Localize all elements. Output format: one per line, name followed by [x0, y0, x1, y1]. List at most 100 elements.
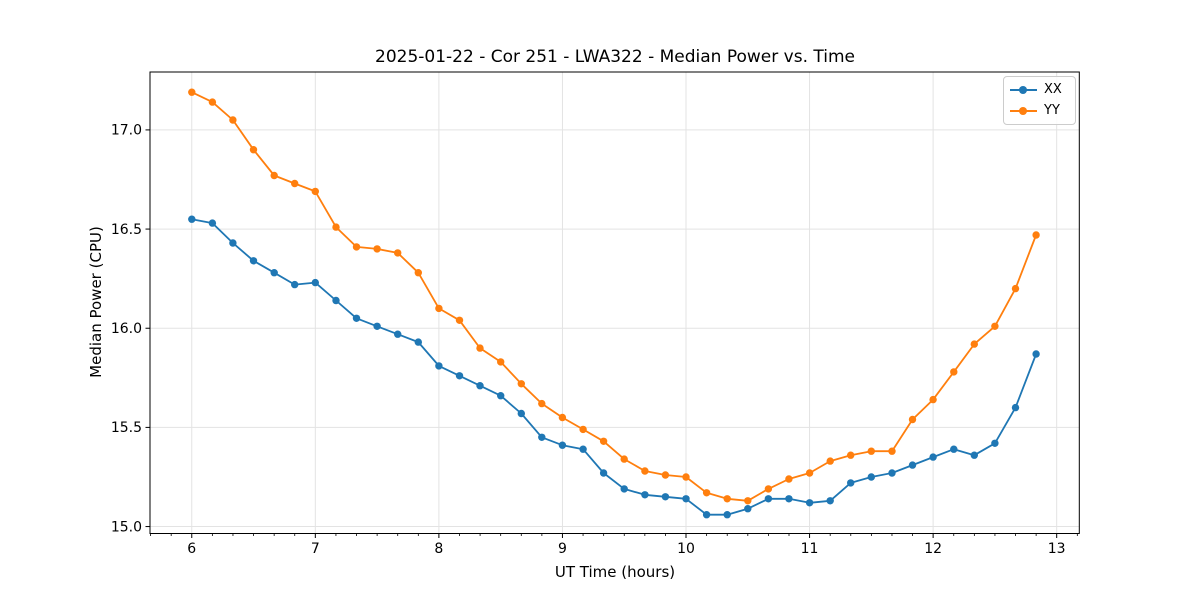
- data-point-xx: [188, 215, 196, 223]
- x-axis-label: UT Time (hours): [554, 563, 676, 581]
- data-point-xx: [826, 497, 834, 505]
- x-tick-label: 12: [924, 541, 942, 557]
- data-point-xx: [785, 495, 793, 503]
- x-tick-label: 10: [677, 541, 695, 557]
- data-point-yy: [764, 485, 773, 493]
- legend-entry-yy: YY: [1010, 104, 1067, 117]
- data-point-xx: [682, 495, 690, 503]
- data-point-yy: [682, 473, 690, 481]
- legend-marker-icon: [1010, 85, 1037, 95]
- data-point-yy: [723, 495, 731, 503]
- legend-marker-icon: [1010, 106, 1037, 116]
- y-tick-label: 16.5: [111, 222, 142, 238]
- data-point-yy: [826, 457, 834, 465]
- data-point-xx: [270, 269, 278, 277]
- data-point-yy: [847, 451, 855, 459]
- y-axis-label: Median Power (CPU): [87, 226, 105, 378]
- data-point-xx: [702, 511, 711, 519]
- data-point-yy: [641, 467, 649, 475]
- data-point-yy: [291, 179, 299, 188]
- x-tick-label: 13: [1048, 541, 1066, 557]
- data-point-yy: [599, 437, 608, 445]
- data-point-xx: [805, 499, 814, 507]
- data-point-xx: [394, 330, 402, 338]
- data-point-yy: [517, 380, 525, 388]
- legend: XX YY: [1003, 76, 1076, 125]
- x-tick-label: 11: [801, 541, 819, 557]
- data-point-yy: [455, 316, 464, 324]
- data-point-xx: [414, 338, 422, 346]
- plot-frame: [149, 71, 1080, 534]
- data-point-yy: [929, 395, 937, 404]
- data-point-xx: [908, 461, 917, 469]
- x-tick-label: 9: [558, 541, 567, 557]
- data-point-xx: [497, 392, 505, 400]
- y-tick-label: 17.0: [111, 123, 142, 139]
- data-point-yy: [435, 304, 443, 313]
- data-point-xx: [517, 409, 525, 418]
- data-point-yy: [620, 455, 628, 463]
- data-point-yy: [785, 475, 793, 483]
- data-point-yy: [373, 245, 381, 253]
- data-point-xx: [311, 278, 319, 287]
- data-point-xx: [970, 451, 978, 459]
- data-point-xx: [950, 445, 958, 453]
- data-point-yy: [558, 413, 567, 422]
- data-point-xx: [744, 505, 752, 513]
- data-point-xx: [455, 372, 464, 380]
- data-point-yy: [661, 471, 670, 479]
- data-point-yy: [744, 497, 752, 505]
- data-point-yy: [352, 243, 361, 251]
- data-point-xx: [888, 469, 896, 477]
- data-point-yy: [497, 358, 505, 366]
- data-point-yy: [867, 447, 875, 455]
- x-tick-label: 6: [187, 541, 196, 557]
- chart-title: 2025-01-22 - Cor 251 - LWA322 - Median P…: [375, 47, 855, 67]
- data-point-xx: [929, 453, 937, 461]
- series-line-yy: [190, 91, 1037, 502]
- data-point-yy: [950, 368, 958, 376]
- legend-entry-xx: XX: [1010, 83, 1067, 96]
- data-point-yy: [270, 171, 278, 180]
- data-point-xx: [1032, 350, 1040, 358]
- data-point-yy: [888, 447, 896, 455]
- data-point-xx: [991, 439, 999, 447]
- data-point-yy: [394, 249, 402, 257]
- y-tick-label: 16.0: [111, 321, 142, 337]
- data-point-yy: [991, 322, 999, 330]
- data-point-xx: [579, 445, 587, 453]
- data-point-xx: [620, 485, 628, 493]
- data-point-yy: [702, 489, 711, 497]
- data-point-yy: [332, 223, 340, 231]
- data-point-yy: [249, 146, 258, 154]
- y-tick-label: 15.5: [111, 420, 142, 436]
- data-point-yy: [229, 116, 237, 124]
- data-point-xx: [867, 473, 875, 481]
- data-point-yy: [805, 469, 814, 477]
- data-point-yy: [476, 344, 484, 352]
- data-point-yy: [538, 399, 546, 408]
- data-point-yy: [1011, 284, 1020, 293]
- data-point-xx: [352, 314, 361, 322]
- data-point-xx: [373, 322, 381, 330]
- y-tick-label: 15.0: [111, 519, 142, 535]
- data-point-yy: [311, 187, 319, 196]
- data-point-xx: [661, 493, 670, 501]
- data-point-yy: [908, 415, 917, 424]
- data-point-xx: [476, 382, 484, 390]
- data-point-xx: [291, 280, 299, 289]
- data-point-xx: [538, 433, 546, 441]
- legend-swatch-dot: [1019, 85, 1027, 94]
- data-point-xx: [764, 495, 773, 503]
- data-point-xx: [249, 257, 258, 265]
- data-point-xx: [1011, 403, 1020, 412]
- data-point-xx: [641, 491, 649, 499]
- data-point-yy: [579, 425, 587, 434]
- data-point-yy: [188, 88, 196, 96]
- data-point-xx: [599, 469, 608, 477]
- data-point-yy: [1032, 231, 1040, 239]
- data-point-yy: [208, 98, 217, 106]
- x-tick-label: 7: [311, 541, 320, 557]
